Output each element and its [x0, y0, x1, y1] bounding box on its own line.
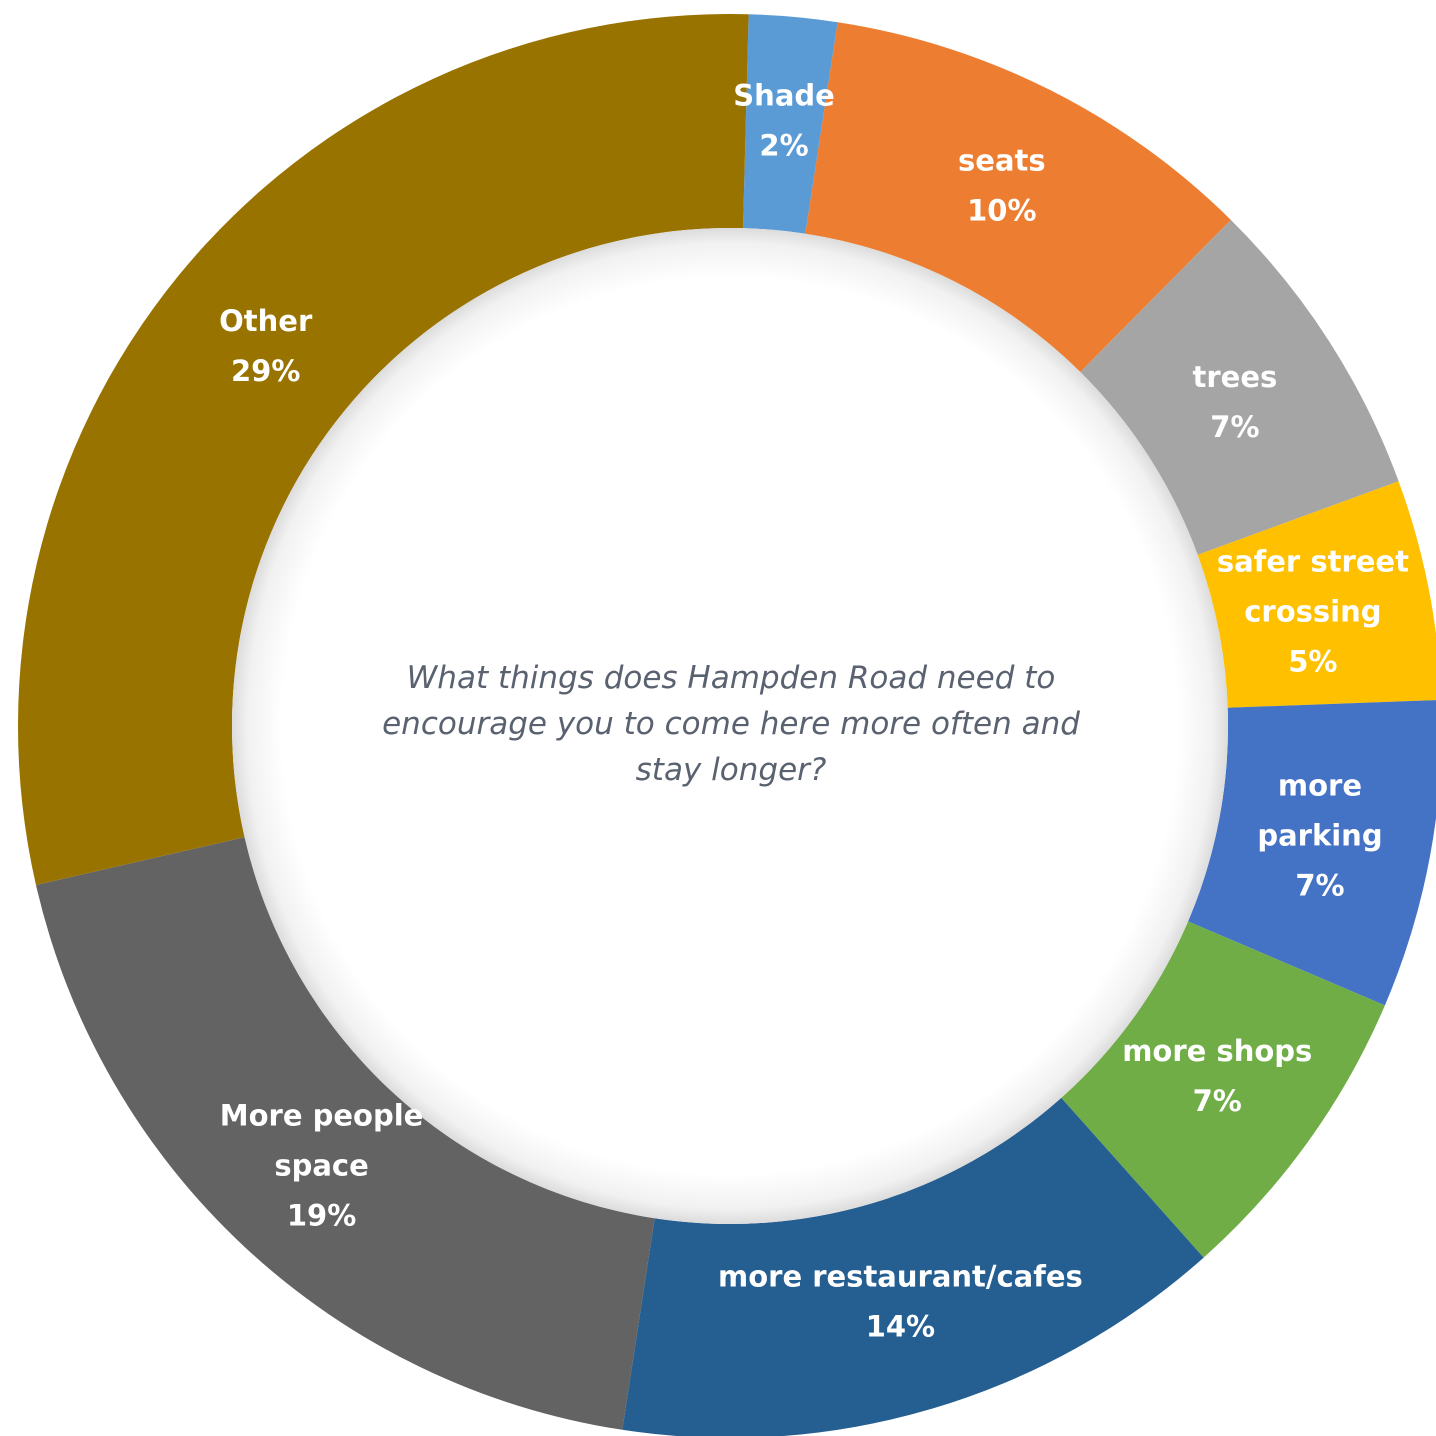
- slice-more-people-space: [35, 837, 655, 1430]
- slice-label-safer-street-crossing: safer street crossing 5%: [1217, 545, 1409, 679]
- slice-label-more-restaurant-cafes: more restaurant/cafes 14%: [718, 1259, 1083, 1343]
- donut-hole: [232, 228, 1228, 1224]
- slice-category-label: space: [274, 1149, 368, 1183]
- labels-group: Shade 2% seats 10% trees 7% safer street crossi…: [219, 78, 1409, 1343]
- slice-safer-street-crossing: [1197, 481, 1436, 708]
- slice-value-label: 5%: [1288, 645, 1337, 679]
- slice-other: [18, 14, 749, 885]
- slice-more-shops: [1061, 921, 1385, 1258]
- slice-value-label: 14%: [866, 1309, 935, 1343]
- slice-label-more-people-space: More people space 19%: [220, 1099, 424, 1233]
- slice-trees: [1080, 219, 1399, 555]
- slices-group: [18, 14, 1436, 1436]
- slice-category-label: parking: [1257, 818, 1382, 852]
- slice-category-label: seats: [958, 144, 1046, 178]
- slice-label-seats: seats 10%: [958, 144, 1046, 228]
- slice-label-other: Other 29%: [219, 304, 313, 388]
- slice-shade: [743, 14, 838, 234]
- slice-value-label: 7%: [1295, 868, 1344, 902]
- slice-label-shade: Shade 2%: [733, 78, 835, 162]
- slice-value-label: 7%: [1193, 1084, 1242, 1118]
- slice-category-label: Other: [219, 304, 313, 338]
- slice-value-label: 10%: [967, 194, 1036, 228]
- slice-more-restaurant-cafes: [622, 1097, 1204, 1436]
- slice-category-label: crossing: [1244, 595, 1381, 629]
- slice-seats: [805, 22, 1231, 373]
- chart-title: What things does Hampden Road need to en…: [382, 660, 1080, 788]
- slice-value-label: 19%: [287, 1199, 356, 1233]
- slice-category-label: more restaurant/cafes: [718, 1259, 1083, 1293]
- slice-value-label: 7%: [1210, 410, 1259, 444]
- slice-category-label: safer street: [1217, 545, 1409, 579]
- slice-value-label: 29%: [231, 354, 300, 388]
- slice-category-label: More people: [220, 1099, 424, 1133]
- slice-category-label: Shade: [733, 78, 835, 112]
- slice-category-label: more: [1278, 768, 1362, 802]
- slice-more-parking: [1188, 700, 1436, 1006]
- slice-value-label: 2%: [759, 128, 808, 162]
- slice-label-more-parking: more parking 7%: [1257, 768, 1382, 902]
- slice-category-label: more shops: [1122, 1034, 1312, 1068]
- slice-label-more-shops: more shops 7%: [1122, 1034, 1312, 1118]
- slice-label-trees: trees 7%: [1193, 360, 1278, 444]
- slice-category-label: trees: [1193, 360, 1278, 394]
